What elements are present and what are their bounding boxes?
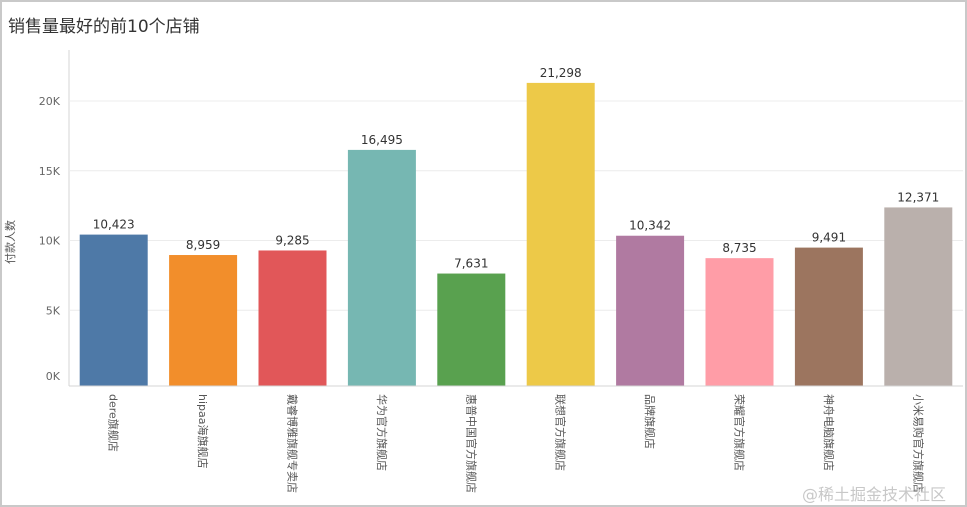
y-tick-label: 0K (46, 370, 61, 383)
x-tick-label: 惠普中国官方旗舰店 (464, 394, 478, 493)
x-tick-label: hipaa海旗舰店 (196, 394, 210, 469)
watermark: @稀土掘金技术社区 (802, 485, 947, 504)
y-tick-label: 10K (39, 235, 61, 248)
x-tick-label: 联想官方旗舰店 (554, 394, 568, 471)
data-label: 9,285 (275, 233, 309, 247)
x-tick-label: 戴睿博雅旗舰专卖店 (286, 394, 300, 493)
data-label: 9,491 (812, 231, 846, 245)
x-tick-label: 神舟电脑旗舰店 (822, 394, 836, 471)
x-tick-label: dere旗舰店 (107, 394, 121, 452)
data-label: 8,959 (186, 238, 220, 252)
y-tick-label: 15K (39, 165, 61, 178)
data-label: 8,735 (722, 241, 756, 255)
x-tick-label: 品牌旗舰店 (643, 394, 657, 449)
data-label: 10,423 (93, 218, 135, 232)
bar[interactable] (884, 207, 953, 386)
bar[interactable] (526, 82, 595, 387)
data-label: 10,342 (629, 219, 671, 233)
chart-title: 销售量最好的前10个店铺 (8, 17, 200, 37)
bar[interactable] (616, 235, 685, 386)
data-label: 16,495 (361, 133, 403, 147)
x-tick-label: 荣耀官方旗舰店 (733, 394, 747, 471)
bar[interactable] (705, 258, 774, 386)
x-tick-label: 小米易购官方旗舰店 (911, 394, 925, 493)
y-tick-label: 5K (46, 304, 61, 317)
bar[interactable] (169, 255, 238, 386)
bar[interactable] (347, 149, 416, 386)
data-label: 7,631 (454, 257, 488, 271)
bar[interactable] (794, 247, 863, 386)
x-tick-label: 华为官方旗舰店 (375, 394, 389, 471)
y-tick-label: 20K (39, 95, 61, 108)
bar[interactable] (437, 273, 506, 386)
data-label: 21,298 (540, 66, 582, 80)
bar[interactable] (79, 234, 148, 386)
data-label: 12,371 (897, 190, 939, 204)
bar[interactable] (258, 250, 327, 386)
